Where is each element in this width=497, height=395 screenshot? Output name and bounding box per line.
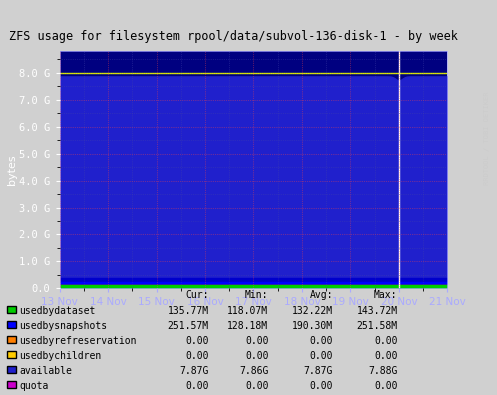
- Text: 7.88G: 7.88G: [368, 366, 398, 376]
- Text: 0.00: 0.00: [245, 336, 268, 346]
- Text: 0.00: 0.00: [185, 351, 209, 361]
- Text: usedbysnapshots: usedbysnapshots: [19, 321, 107, 331]
- Text: 0.00: 0.00: [374, 381, 398, 391]
- Text: 7.87G: 7.87G: [304, 366, 333, 376]
- Text: RRDTOOL / TOBI OETIKER: RRDTOOL / TOBI OETIKER: [484, 92, 490, 185]
- Text: usedbychildren: usedbychildren: [19, 351, 101, 361]
- Text: 0.00: 0.00: [310, 351, 333, 361]
- Text: 251.57M: 251.57M: [167, 321, 209, 331]
- Text: 0.00: 0.00: [310, 381, 333, 391]
- Text: 7.86G: 7.86G: [239, 366, 268, 376]
- Text: 251.58M: 251.58M: [356, 321, 398, 331]
- Text: 7.87G: 7.87G: [179, 366, 209, 376]
- Text: quota: quota: [19, 381, 48, 391]
- Text: Cur:: Cur:: [185, 290, 209, 300]
- Text: 132.22M: 132.22M: [292, 306, 333, 316]
- Text: 0.00: 0.00: [374, 351, 398, 361]
- Text: Max:: Max:: [374, 290, 398, 300]
- Text: Avg:: Avg:: [310, 290, 333, 300]
- Text: 128.18M: 128.18M: [227, 321, 268, 331]
- Text: 0.00: 0.00: [185, 336, 209, 346]
- Text: 143.72M: 143.72M: [356, 306, 398, 316]
- Text: Min:: Min:: [245, 290, 268, 300]
- Text: 190.30M: 190.30M: [292, 321, 333, 331]
- Text: 0.00: 0.00: [374, 336, 398, 346]
- Text: 0.00: 0.00: [185, 381, 209, 391]
- Text: usedbydataset: usedbydataset: [19, 306, 95, 316]
- Text: ZFS usage for filesystem rpool/data/subvol-136-disk-1 - by week: ZFS usage for filesystem rpool/data/subv…: [9, 30, 458, 43]
- Text: 0.00: 0.00: [310, 336, 333, 346]
- Text: 0.00: 0.00: [245, 351, 268, 361]
- Text: 0.00: 0.00: [245, 381, 268, 391]
- Text: available: available: [19, 366, 72, 376]
- Text: usedbyrefreservation: usedbyrefreservation: [19, 336, 136, 346]
- Text: 118.07M: 118.07M: [227, 306, 268, 316]
- Y-axis label: bytes: bytes: [6, 154, 16, 185]
- Text: 135.77M: 135.77M: [167, 306, 209, 316]
